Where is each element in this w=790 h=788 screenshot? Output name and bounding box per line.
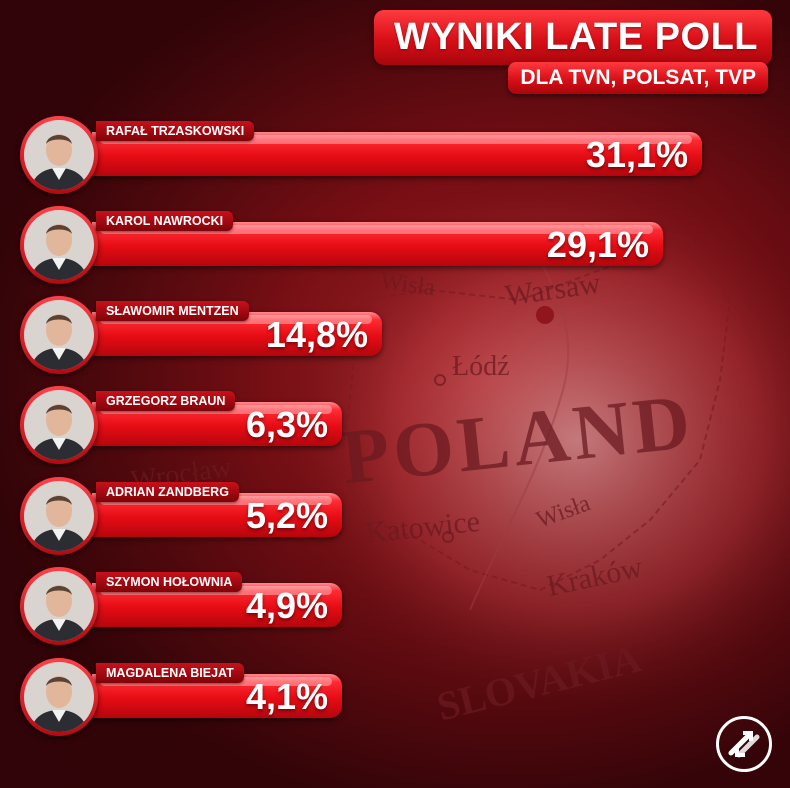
candidate-name-label: RAFAŁ TRZASKOWSKI (96, 121, 255, 141)
bar-row: 4,9% SZYMON HOŁOWNIA (0, 567, 790, 657)
bar-row: 31,1% RAFAŁ TRZASKOWSKI (0, 116, 790, 206)
candidate-name-label: GRZEGORZ BRAUN (96, 391, 236, 411)
candidate-name-label: KAROL NAWROCKI (96, 211, 234, 231)
bar (92, 222, 663, 266)
circle-arrows-logo-icon (716, 716, 772, 772)
avatar (20, 477, 98, 555)
bar-row: 29,1% KAROL NAWROCKI (0, 206, 790, 296)
city-dot-katowice (442, 531, 454, 543)
avatar (20, 296, 98, 374)
value-label: 4,1% (245, 676, 328, 717)
avatar (20, 658, 98, 736)
candidate-name-label: MAGDALENA BIEJAT (96, 663, 244, 683)
avatar (20, 567, 98, 645)
value-label: 31,1% (585, 134, 688, 175)
city-dot-warsaw (536, 306, 554, 324)
map-label-lodz: Łódź (452, 351, 510, 382)
candidate-name-label: ADRIAN ZANDBERG (96, 482, 239, 502)
bar-row: 5,2% ADRIAN ZANDBERG (0, 477, 790, 567)
city-dot-lodz (434, 374, 446, 386)
value-label: 4,9% (245, 585, 328, 626)
bar-row: 4,1% MAGDALENA BIEJAT (0, 658, 790, 748)
candidate-name-label: SZYMON HOŁOWNIA (96, 572, 243, 592)
title-banner: WYNIKI LATE POLL (373, 10, 772, 65)
subtitle-banner: DLA TVN, POLSAT, TVP (508, 62, 768, 94)
avatar (20, 116, 98, 194)
candidate-name-label: SŁAWOMIR MENTZEN (96, 301, 249, 321)
value-label: 14,8% (265, 314, 368, 355)
river-line (469, 259, 570, 611)
avatar (20, 206, 98, 284)
bar-row: 14,8% SŁAWOMIR MENTZEN (0, 296, 790, 386)
value-label: 29,1% (546, 224, 649, 265)
value-label: 6,3% (245, 404, 328, 445)
page-subtitle: DLA TVN, POLSAT, TVP (520, 66, 756, 89)
border-line (338, 238, 732, 592)
bar-row: 6,3% GRZEGORZ BRAUN (0, 386, 790, 476)
value-label: 5,2% (245, 495, 328, 536)
avatar (20, 386, 98, 464)
page-title: WYNIKI LATE POLL (393, 16, 758, 58)
